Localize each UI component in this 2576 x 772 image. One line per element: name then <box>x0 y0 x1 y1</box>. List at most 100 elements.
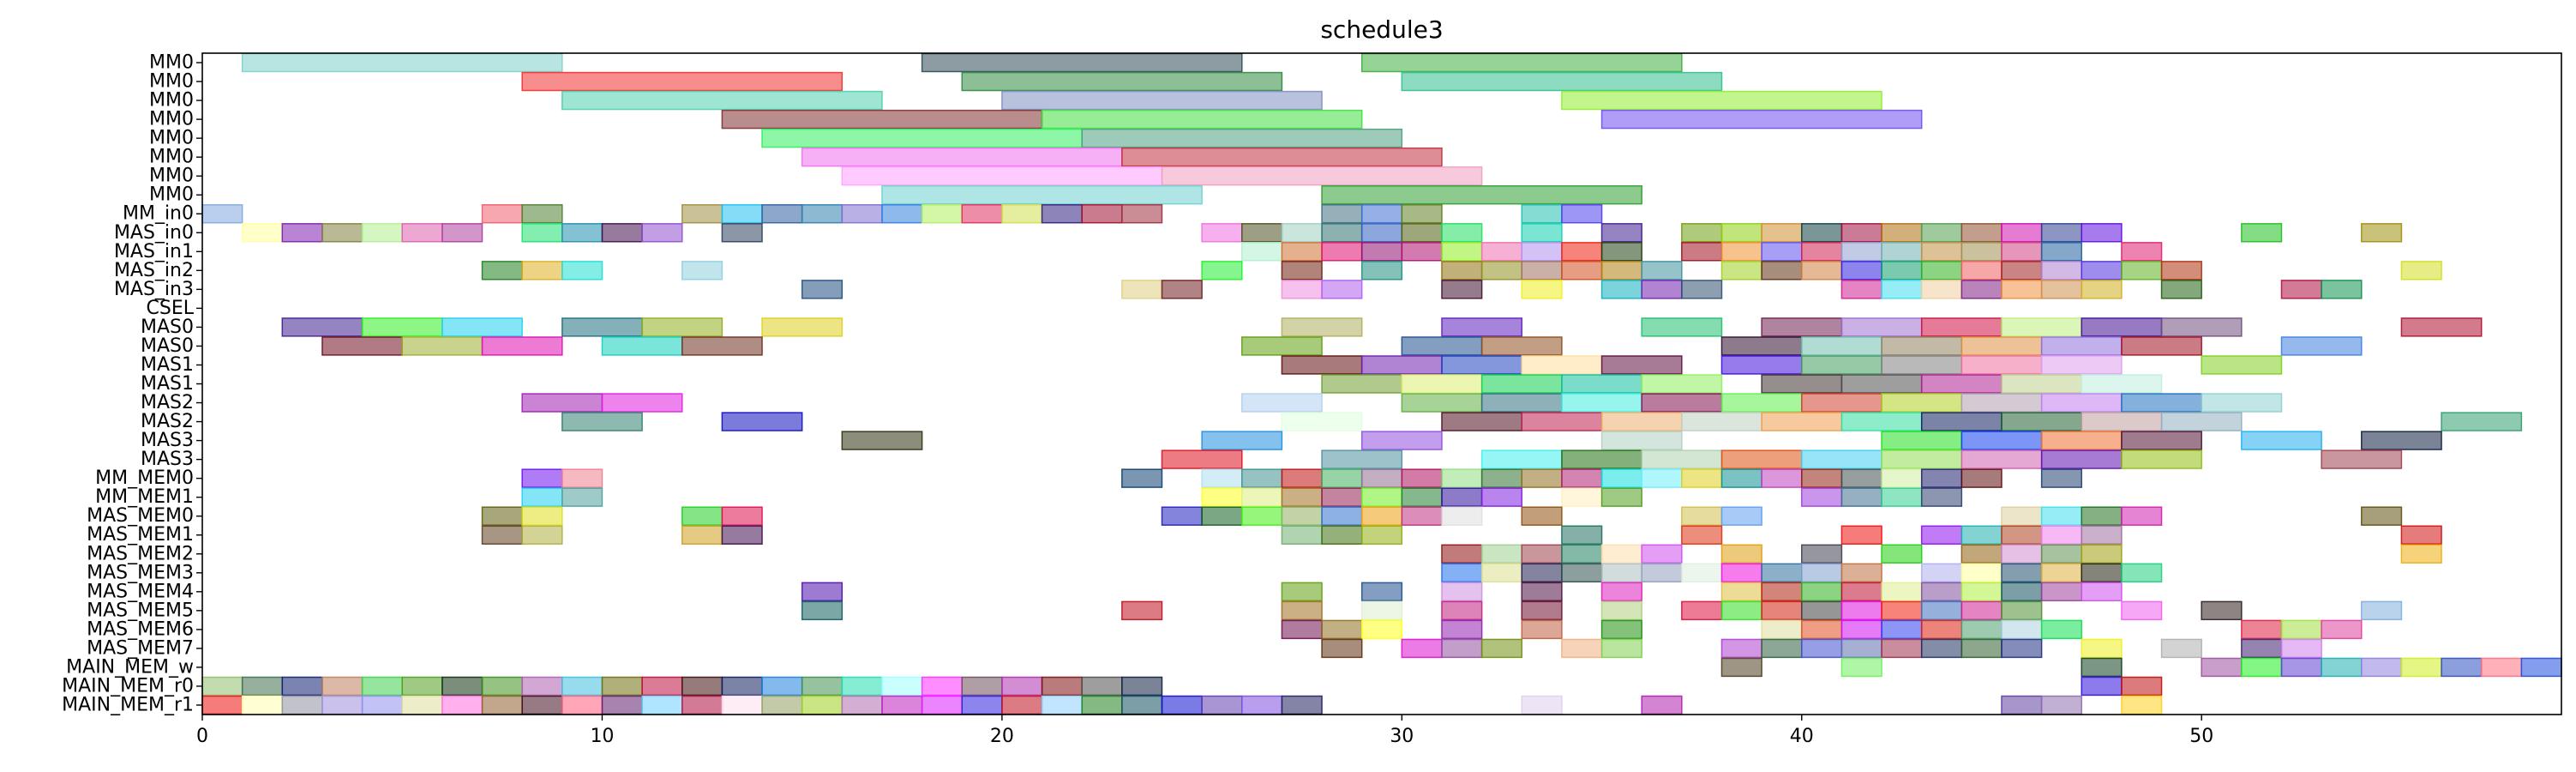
schedule-bar <box>2121 563 2163 582</box>
schedule-bar <box>401 336 483 356</box>
schedule-bar <box>1761 582 1803 602</box>
schedule-bar <box>1641 695 1683 715</box>
schedule-bar <box>241 695 284 715</box>
schedule-bar <box>1240 695 1283 715</box>
schedule-bar <box>1360 261 1403 280</box>
schedule-bar <box>1681 242 1723 262</box>
schedule-bar <box>1001 676 1043 697</box>
schedule-bar <box>1480 393 1563 413</box>
schedule-bar <box>1401 468 1443 488</box>
schedule-bar <box>1761 223 1803 243</box>
schedule-bar <box>841 204 883 224</box>
schedule-bar <box>2160 317 2243 337</box>
schedule-bar <box>1840 657 1882 678</box>
schedule-bar <box>2361 506 2403 526</box>
schedule-bar <box>441 695 483 715</box>
schedule-bar <box>1480 261 1523 280</box>
schedule-bar <box>2081 412 2163 431</box>
schedule-bar <box>721 676 763 697</box>
y-tick-label: MAS_MEM4 <box>87 581 194 602</box>
schedule-bar <box>1441 582 1483 602</box>
schedule-bar <box>1161 280 1203 299</box>
schedule-bar <box>1881 223 1923 243</box>
x-tick-label: 0 <box>196 726 208 747</box>
schedule-bar <box>1360 242 1403 262</box>
schedule-bar <box>1360 355 1443 375</box>
schedule-bar <box>841 166 1163 186</box>
schedule-bar <box>2001 638 2043 659</box>
schedule-bar <box>1281 600 1323 621</box>
schedule-bar <box>1561 525 1603 545</box>
schedule-bar <box>481 525 523 545</box>
schedule-bar <box>1920 619 1963 640</box>
schedule-bar <box>1441 638 1483 659</box>
schedule-bar <box>1881 487 1923 507</box>
schedule-bar <box>2001 261 2043 280</box>
schedule-bar <box>2040 393 2123 413</box>
schedule-bar <box>1401 242 1443 262</box>
schedule-bar <box>1201 223 1243 243</box>
schedule-bar <box>521 525 563 545</box>
schedule-bar <box>1801 468 1843 488</box>
schedule-bar <box>1441 487 1483 507</box>
schedule-bar <box>1961 280 2003 299</box>
schedule-bar <box>1281 242 1323 262</box>
schedule-bar <box>1641 468 1683 488</box>
schedule-bar <box>1600 223 1642 243</box>
schedule-bar <box>921 676 963 697</box>
schedule-bar <box>1401 393 1483 413</box>
schedule-bar <box>721 223 763 243</box>
schedule-bar <box>761 676 803 697</box>
schedule-bar <box>1600 563 1642 582</box>
schedule-bar <box>361 223 403 243</box>
schedule-bar <box>1761 374 1843 394</box>
schedule-bar <box>1321 242 1363 262</box>
schedule-bar <box>2280 657 2322 678</box>
schedule-bar <box>2280 336 2363 356</box>
schedule-bar <box>1720 261 1762 280</box>
y-tick-label: MAIN_MEM_r1 <box>62 694 194 715</box>
schedule-bar <box>1360 204 1403 224</box>
schedule-bar <box>1881 582 1923 602</box>
schedule-bar <box>2081 525 2123 545</box>
schedule-bar <box>961 204 1003 224</box>
schedule-bar <box>1881 449 1963 469</box>
schedule-bar <box>1761 563 1803 582</box>
schedule-bar <box>2241 619 2283 640</box>
schedule-bar <box>1961 563 2003 582</box>
schedule-bar <box>1840 317 1923 337</box>
schedule-bar <box>281 676 323 697</box>
schedule-bar <box>1201 261 1243 280</box>
schedule-bar <box>1840 280 1882 299</box>
schedule-bar <box>1480 242 1523 262</box>
schedule-bar <box>1681 280 1723 299</box>
schedule-bar <box>1480 563 1523 582</box>
schedule-bar <box>1360 582 1403 602</box>
x-tick-label: 50 <box>2189 726 2213 747</box>
schedule-bar <box>2081 582 2123 602</box>
schedule-bar <box>1521 544 1563 564</box>
schedule-bar <box>2001 506 2043 526</box>
schedule-bar <box>1840 638 1882 659</box>
schedule-bar <box>1521 204 1563 224</box>
schedule-bar <box>1321 506 1363 526</box>
schedule-bar <box>1041 676 1083 697</box>
schedule-bar <box>881 185 1203 205</box>
schedule-bar <box>841 431 923 450</box>
schedule-bar <box>2400 657 2442 678</box>
schedule-bar <box>1561 638 1603 659</box>
schedule-bar <box>1321 525 1363 545</box>
schedule-bar <box>1920 374 2003 394</box>
schedule-bar <box>961 71 1283 92</box>
schedule-bar <box>1840 563 1882 582</box>
y-tick-label: MAS1 <box>141 373 194 395</box>
schedule-bar <box>1281 223 1323 243</box>
schedule-bar <box>481 506 523 526</box>
schedule-bar <box>2361 223 2403 243</box>
schedule-bar <box>1840 374 1923 394</box>
schedule-bar <box>2040 242 2083 262</box>
x-tick-label: 40 <box>1790 726 1814 747</box>
schedule-bar <box>481 336 563 356</box>
